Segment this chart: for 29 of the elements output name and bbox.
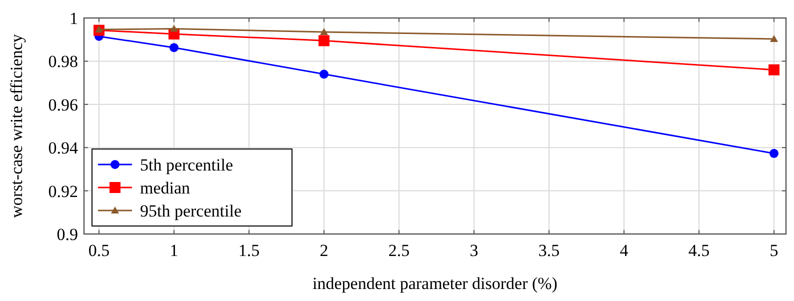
point [768, 64, 780, 76]
point [320, 70, 328, 79]
y-axis-title: worst-case write efficiency [7, 34, 26, 218]
y-tick-label: 0.9 [56, 224, 78, 244]
y-tick-label: 0.94 [48, 138, 78, 158]
x-tick-label: 1 [170, 241, 178, 260]
x-tick-label: 3 [470, 241, 478, 260]
x-tick-label: 2.5 [388, 241, 410, 260]
point [170, 43, 178, 52]
x-tick-label: 2 [320, 241, 328, 260]
legend-label: median [140, 178, 191, 198]
point [770, 34, 778, 42]
x-tick-label: 0.5 [88, 241, 110, 260]
x-tick-label: 4.5 [688, 241, 710, 260]
y-tick-label: 0.98 [48, 52, 78, 72]
y-tick-label: 0.92 [48, 182, 78, 201]
y-tick-label: 1 [70, 8, 78, 28]
x-tick-label: 4 [620, 241, 629, 260]
legend-label: 5th percentile [140, 155, 233, 174]
point [170, 24, 178, 32]
point [320, 28, 328, 36]
x-tick-label: 3.5 [538, 241, 560, 260]
x-axis-title: independent parameter disorder (%) [312, 274, 558, 293]
point [318, 35, 330, 46]
x-tick-label: 1.5 [238, 241, 260, 260]
legend-label: 95th percentile [140, 201, 242, 220]
point [770, 148, 778, 158]
x-tick-label: 5 [770, 241, 778, 260]
y-tick-label: 0.96 [48, 95, 78, 114]
